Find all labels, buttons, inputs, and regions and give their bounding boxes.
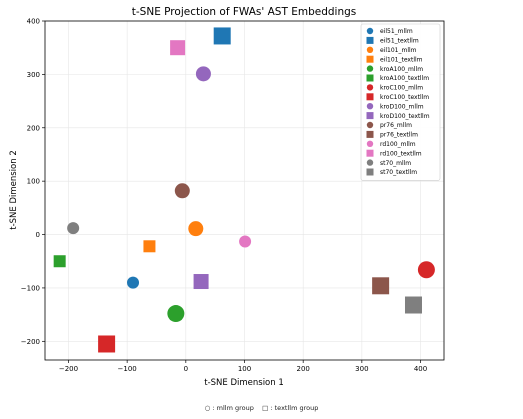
legend-marker-st70-textllm: [366, 168, 374, 176]
x-tick-label: −100: [118, 365, 137, 373]
circle-group-symbol: ○: [204, 404, 211, 412]
point-kroa100-mllm: [167, 305, 185, 323]
legend-label: eil51_mllm: [380, 28, 413, 35]
point-kroa100-textllm: [53, 255, 66, 268]
legend-label: st70_mllm: [380, 160, 411, 167]
legend-label: kroD100_mllm: [380, 103, 424, 110]
legend-marker-eil101-textllm: [366, 55, 374, 63]
legend-marker-eil51-textllm: [366, 36, 374, 44]
legend-label: eil101_textllm: [380, 56, 423, 63]
y-tick-label: −100: [21, 284, 40, 292]
legend-label: kroD100_textllm: [380, 113, 430, 120]
legend-label: eil51_textllm: [380, 38, 419, 45]
legend-marker-pr76-mllm: [366, 121, 374, 129]
axis-ticks: −200 −100 0 100 200 300 400 −200 −100 0 100 200 300 4…: [21, 18, 427, 374]
legend-marker-rd100-textllm: [366, 149, 374, 157]
legend-marker-eil51-mllm: [366, 27, 374, 35]
y-tick-label: 300: [27, 71, 40, 79]
y-tick-label: 400: [27, 18, 40, 26]
marker-group-note: ○ : mllm group □ : textllm group: [0, 404, 523, 412]
legend-box: [360, 23, 441, 181]
point-krod100-textllm: [193, 274, 209, 290]
point-eil101-textllm: [143, 240, 156, 253]
point-pr76-mllm: [174, 183, 190, 199]
x-tick-label: 100: [238, 365, 251, 373]
point-krod100-mllm: [195, 66, 211, 82]
x-tick-label: 200: [296, 365, 309, 373]
legend-marker-st70-mllm: [366, 159, 374, 166]
legend-marker-krod100-textllm: [366, 112, 374, 120]
legend-marker-krod100-mllm: [366, 103, 374, 110]
x-tick-label: 300: [355, 365, 368, 373]
x-axis-label: t-SNE Dimension 1: [204, 378, 284, 388]
circle-group-text: : mllm group: [212, 404, 254, 412]
point-st70-textllm: [404, 296, 422, 314]
legend-marker-rd100-mllm: [366, 140, 374, 147]
point-st70-mllm: [67, 222, 80, 235]
x-tick-label: 0: [184, 365, 188, 373]
legend-label: kroA100_textllm: [380, 75, 429, 82]
legend-label: kroC100_textllm: [380, 94, 429, 101]
legend-marker-kroa100-mllm: [366, 65, 374, 72]
y-tick-label: 200: [27, 124, 40, 132]
x-tick-label: 400: [414, 365, 427, 373]
y-axis-label: t-SNE Dimension 2: [9, 150, 19, 230]
point-eil101-mllm: [188, 221, 204, 237]
legend-marker-kroc100-textllm: [366, 93, 374, 101]
y-tick-label: 0: [36, 231, 40, 239]
legend-label: kroC100_mllm: [380, 85, 423, 92]
legend-marker-eil101-mllm: [366, 46, 374, 53]
point-kroc100-mllm: [417, 261, 435, 279]
legend-label: eil101_mllm: [380, 47, 417, 54]
point-kroc100-textllm: [98, 335, 116, 353]
point-pr76-textllm: [372, 277, 390, 295]
chart-title: t-SNE Projection of FWAs' AST Embeddings: [132, 6, 356, 18]
square-group-symbol: □: [262, 404, 269, 412]
point-eil51-textllm: [213, 27, 231, 45]
legend-marker-kroa100-textllm: [366, 74, 374, 82]
legend-label: st70_textllm: [380, 169, 417, 176]
legend-label: rd100_textllm: [380, 150, 422, 157]
square-group-text: : textllm group: [270, 404, 319, 412]
point-eil51-mllm: [127, 276, 140, 289]
legend-label: kroA100_mllm: [380, 66, 423, 73]
legend-label: pr76_mllm: [380, 122, 412, 129]
legend-marker-kroc100-mllm: [366, 84, 374, 91]
legend-marker-pr76-textllm: [366, 130, 374, 138]
point-rd100-mllm: [239, 235, 252, 248]
y-tick-label: 100: [27, 178, 40, 186]
legend-label: pr76_textllm: [380, 132, 418, 139]
x-tick-label: −200: [59, 365, 78, 373]
legend-label: rd100_mllm: [380, 141, 416, 148]
point-rd100-textllm: [170, 40, 186, 56]
y-tick-label: −200: [21, 338, 40, 346]
data-points: [53, 27, 435, 353]
legend: eil51_mllm eil51_textllm eil101_mllm eil101…: [360, 23, 441, 181]
